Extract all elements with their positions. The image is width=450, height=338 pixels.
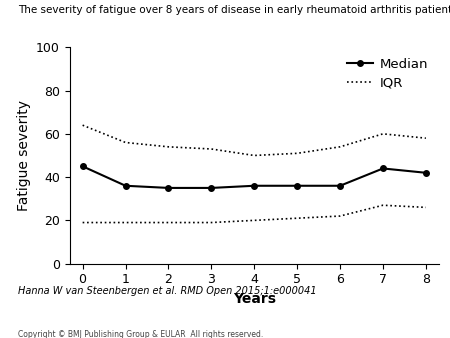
Legend: Median, IQR: Median, IQR [343, 54, 432, 93]
Text: Open: Open [378, 315, 417, 329]
Text: Copyright © BMJ Publishing Group & EULAR  All rights reserved.: Copyright © BMJ Publishing Group & EULAR… [18, 330, 263, 338]
Text: The severity of fatigue over 8 years of disease in early rheumatoid arthritis pa: The severity of fatigue over 8 years of … [18, 5, 450, 15]
Text: Hanna W van Steenbergen et al. RMD Open 2015;1:e000041: Hanna W van Steenbergen et al. RMD Open … [18, 286, 317, 296]
Text: RMD: RMD [380, 301, 414, 314]
Y-axis label: Fatigue severity: Fatigue severity [17, 100, 31, 211]
X-axis label: Years: Years [233, 292, 276, 306]
